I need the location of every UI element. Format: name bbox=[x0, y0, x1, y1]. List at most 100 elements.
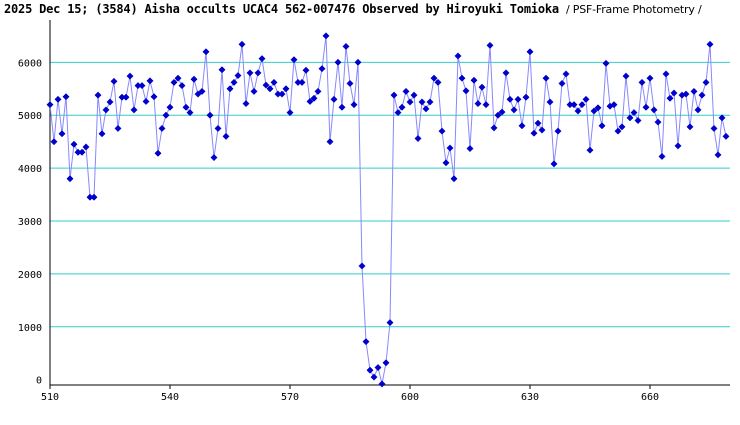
data-point bbox=[626, 114, 634, 122]
data-point bbox=[586, 146, 594, 154]
data-point bbox=[234, 71, 242, 80]
data-point bbox=[466, 144, 474, 153]
data-point bbox=[686, 123, 694, 131]
data-point bbox=[526, 48, 534, 56]
data-point bbox=[634, 116, 642, 125]
data-point bbox=[670, 89, 678, 97]
data-point bbox=[150, 93, 158, 101]
data-point bbox=[434, 78, 442, 86]
data-point bbox=[590, 107, 598, 115]
data-points bbox=[46, 32, 730, 388]
data-point bbox=[106, 98, 114, 106]
data-point bbox=[246, 69, 254, 77]
data-point bbox=[482, 101, 490, 109]
data-point bbox=[370, 373, 378, 381]
data-point bbox=[706, 40, 714, 48]
data-point bbox=[538, 126, 546, 134]
data-point bbox=[550, 160, 558, 168]
data-point bbox=[378, 380, 386, 388]
data-point bbox=[470, 76, 478, 84]
data-point bbox=[462, 87, 470, 95]
data-point bbox=[206, 111, 214, 119]
data-point bbox=[406, 98, 414, 106]
y-tick-label-1000: 1000 bbox=[18, 323, 42, 334]
data-point bbox=[562, 70, 570, 78]
data-point bbox=[574, 107, 582, 115]
data-point bbox=[474, 100, 482, 108]
data-point bbox=[358, 262, 366, 270]
data-point bbox=[554, 127, 562, 135]
data-point bbox=[570, 101, 578, 109]
data-point bbox=[666, 94, 674, 102]
y-tick-label-6000: 6000 bbox=[18, 58, 42, 69]
data-point bbox=[446, 144, 454, 152]
data-point bbox=[114, 124, 122, 132]
data-point bbox=[166, 103, 174, 111]
data-point bbox=[642, 103, 650, 111]
data-point bbox=[190, 75, 198, 83]
data-point bbox=[430, 74, 438, 82]
data-point bbox=[638, 78, 646, 86]
y-tick-labels: 0 1000 2000 3000 4000 5000 6000 bbox=[18, 58, 42, 386]
data-point bbox=[82, 143, 90, 151]
data-point bbox=[718, 114, 726, 122]
data-point bbox=[402, 87, 410, 95]
data-point bbox=[418, 98, 426, 106]
data-point bbox=[170, 78, 178, 86]
x-tick-label-510: 510 bbox=[41, 392, 59, 403]
data-point bbox=[198, 87, 206, 95]
data-point bbox=[454, 52, 462, 60]
data-point bbox=[302, 66, 310, 74]
data-point bbox=[286, 109, 294, 117]
data-point bbox=[162, 111, 170, 119]
data-point bbox=[366, 366, 374, 374]
data-point bbox=[442, 159, 450, 167]
data-point bbox=[518, 122, 526, 130]
data-point bbox=[490, 124, 498, 132]
x-tick-label-660: 660 bbox=[641, 392, 659, 403]
data-point bbox=[202, 48, 210, 56]
x-tick-label-630: 630 bbox=[521, 392, 539, 403]
axes bbox=[49, 20, 730, 389]
data-point bbox=[146, 77, 154, 85]
data-point bbox=[98, 130, 106, 138]
chart-subtitle: / PSF-Frame Photometry / bbox=[565, 3, 702, 16]
data-point bbox=[582, 95, 590, 103]
y-tick-label-4000: 4000 bbox=[18, 164, 42, 175]
data-point bbox=[618, 123, 626, 131]
data-point bbox=[346, 79, 354, 88]
data-point bbox=[362, 338, 370, 346]
data-point bbox=[322, 32, 330, 40]
data-point bbox=[510, 106, 518, 114]
data-point bbox=[314, 87, 322, 95]
data-point bbox=[514, 95, 522, 103]
data-point bbox=[422, 105, 430, 113]
data-point bbox=[254, 69, 262, 77]
data-point bbox=[330, 95, 338, 103]
data-point bbox=[238, 40, 246, 48]
data-point bbox=[214, 124, 222, 132]
data-point bbox=[602, 59, 610, 67]
data-point bbox=[226, 85, 234, 93]
data-point bbox=[94, 91, 102, 99]
data-point bbox=[222, 132, 230, 140]
data-point bbox=[702, 78, 710, 86]
data-point bbox=[270, 78, 278, 86]
data-point bbox=[650, 106, 658, 114]
data-point bbox=[394, 109, 402, 117]
y-tick-label-3000: 3000 bbox=[18, 217, 42, 228]
data-point bbox=[158, 124, 166, 132]
data-point bbox=[658, 152, 666, 161]
data-point bbox=[426, 98, 434, 106]
data-point bbox=[102, 106, 110, 114]
data-point bbox=[630, 109, 638, 117]
data-point bbox=[498, 108, 506, 116]
data-point bbox=[54, 95, 62, 103]
data-point bbox=[266, 85, 274, 93]
series-line-group bbox=[49, 35, 727, 385]
data-point bbox=[506, 95, 514, 103]
data-point bbox=[558, 79, 566, 88]
data-point bbox=[646, 74, 654, 82]
data-point bbox=[598, 122, 606, 130]
